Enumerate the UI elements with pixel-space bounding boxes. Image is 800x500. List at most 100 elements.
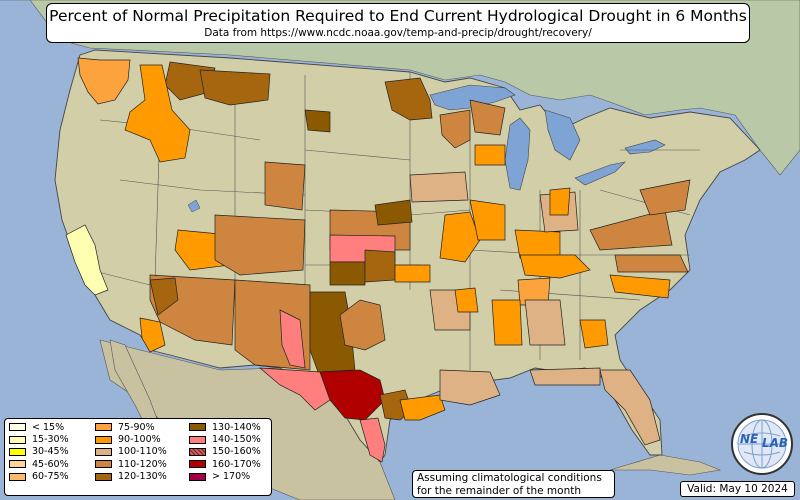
- region-newmexico-140: [279, 309, 306, 369]
- region-texas-110: [339, 299, 386, 351]
- legend-item: 60-75%: [9, 471, 69, 483]
- region-iowa-100: [409, 171, 469, 203]
- legend-item: 150-160%: [189, 446, 261, 458]
- legend-swatch: [9, 460, 26, 469]
- lake-michigan: [504, 117, 531, 191]
- region-arkansas-90: [454, 287, 479, 313]
- assumption-note: Assuming climatological conditions for t…: [412, 470, 615, 498]
- legend-swatch: [95, 423, 112, 432]
- region-kentucky-90: [519, 254, 591, 279]
- nelab-logo: NE LAB: [730, 412, 794, 476]
- region-oklahoma-130: [329, 261, 366, 286]
- legend-item: 15-30%: [9, 433, 69, 445]
- region-washington-75-90: [77, 57, 131, 105]
- legend-label: 60-75%: [32, 471, 69, 483]
- region-montana-east-120: [199, 69, 271, 106]
- legend-label: 150-160%: [212, 446, 261, 458]
- logo-text-ne: NE: [740, 432, 759, 446]
- legend: < 15% 15-30% 30-45% 45-60% 60-75% 75-90%…: [4, 418, 272, 496]
- legend-column-2: 75-90% 90-100% 100-110% 110-120% 120-130…: [95, 421, 167, 483]
- region-southtexas-140: [359, 417, 386, 463]
- region-wyoming-110: [264, 161, 306, 211]
- legend-label: 130-140%: [212, 421, 261, 433]
- legend-swatch: [189, 435, 206, 444]
- region-minnesota-120: [384, 77, 433, 121]
- legend-swatch: [9, 447, 26, 456]
- region-texas-160: [319, 369, 386, 421]
- lake-ontario: [624, 139, 666, 155]
- legend-swatch: [189, 447, 206, 456]
- legend-swatch: [95, 435, 112, 444]
- legend-item: 30-45%: [9, 446, 69, 458]
- legend-label: 30-45%: [32, 446, 69, 458]
- lake-erie: [574, 161, 626, 186]
- region-texas-coast-90: [399, 394, 446, 421]
- legend-item: 100-110%: [95, 446, 167, 458]
- legend-item: 75-90%: [95, 421, 167, 433]
- legend-swatch: [189, 423, 206, 432]
- legend-label: 15-30%: [32, 434, 69, 446]
- region-georgia-90: [579, 319, 609, 349]
- legend-item: 160-170%: [189, 458, 261, 470]
- legend-swatch: [9, 435, 26, 444]
- legend-label: 75-90%: [118, 421, 155, 433]
- region-florida-panhandle-100: [529, 367, 601, 386]
- note-line-2: for the remainder of the month: [417, 484, 582, 497]
- lake-superior: [429, 84, 516, 111]
- region-northeast-110: [639, 179, 691, 216]
- legend-item: > 170%: [189, 471, 261, 483]
- legend-item: 90-100%: [95, 433, 167, 445]
- region-louisiana-100: [439, 369, 501, 406]
- legend-column-3: 130-140% 140-150% 150-160% 160-170% > 17…: [189, 421, 261, 483]
- region-oklahoma-120: [364, 249, 396, 283]
- legend-label: 120-130%: [118, 471, 167, 483]
- lake-huron: [544, 109, 581, 161]
- map-title: Percent of Normal Precipitation Required…: [49, 7, 747, 25]
- legend-label: 100-110%: [118, 446, 167, 458]
- region-dakota-130: [304, 109, 331, 133]
- legend-swatch: [189, 472, 206, 481]
- great-salt-lake: [187, 199, 201, 213]
- region-socal-90: [139, 317, 166, 353]
- region-california-15-30: [65, 224, 109, 296]
- region-michigan-south-90: [474, 144, 506, 166]
- legend-label: > 170%: [212, 471, 251, 483]
- region-florida-100: [599, 369, 661, 446]
- region-missouri-90: [439, 211, 481, 263]
- legend-label: 45-60%: [32, 458, 69, 470]
- legend-label: 90-100%: [118, 434, 161, 446]
- drought-regions: [65, 57, 691, 463]
- legend-label: 160-170%: [212, 458, 261, 470]
- title-box: Percent of Normal Precipitation Required…: [46, 3, 750, 43]
- legend-column-1: < 15% 15-30% 30-45% 45-60% 60-75%: [9, 421, 69, 483]
- legend-swatch: [9, 423, 26, 432]
- legend-label: 110-120%: [118, 458, 167, 470]
- canada-landmass: [0, 0, 800, 176]
- us-landmass: [54, 49, 761, 463]
- logo-text-lab: LAB: [762, 436, 789, 450]
- region-ohio-90: [549, 187, 571, 216]
- region-carolina-110: [614, 254, 689, 273]
- legend-swatch: [95, 447, 112, 456]
- legend-label: 140-150%: [212, 434, 261, 446]
- valid-date: Valid: May 10 2024: [680, 481, 795, 497]
- map-subtitle: Data from https://www.ncdc.noaa.gov/temp…: [204, 27, 592, 39]
- region-mississippi-90: [491, 299, 523, 346]
- region-carolina-90: [609, 274, 671, 299]
- legend-item: 140-150%: [189, 433, 261, 445]
- region-arizona-west-120: [149, 277, 179, 316]
- region-idaho-90-100: [124, 64, 191, 163]
- region-colorado-110: [214, 214, 306, 276]
- legend-swatch: [189, 460, 206, 469]
- region-alabama-100: [524, 299, 566, 346]
- legend-item: < 15%: [9, 421, 69, 433]
- legend-item: 120-130%: [95, 471, 167, 483]
- region-wisconsin-110: [439, 109, 471, 149]
- legend-swatch: [9, 472, 26, 481]
- legend-item: 110-120%: [95, 458, 167, 470]
- globe-icon: [731, 413, 793, 475]
- legend-label: < 15%: [32, 421, 65, 433]
- legend-item: 130-140%: [189, 421, 261, 433]
